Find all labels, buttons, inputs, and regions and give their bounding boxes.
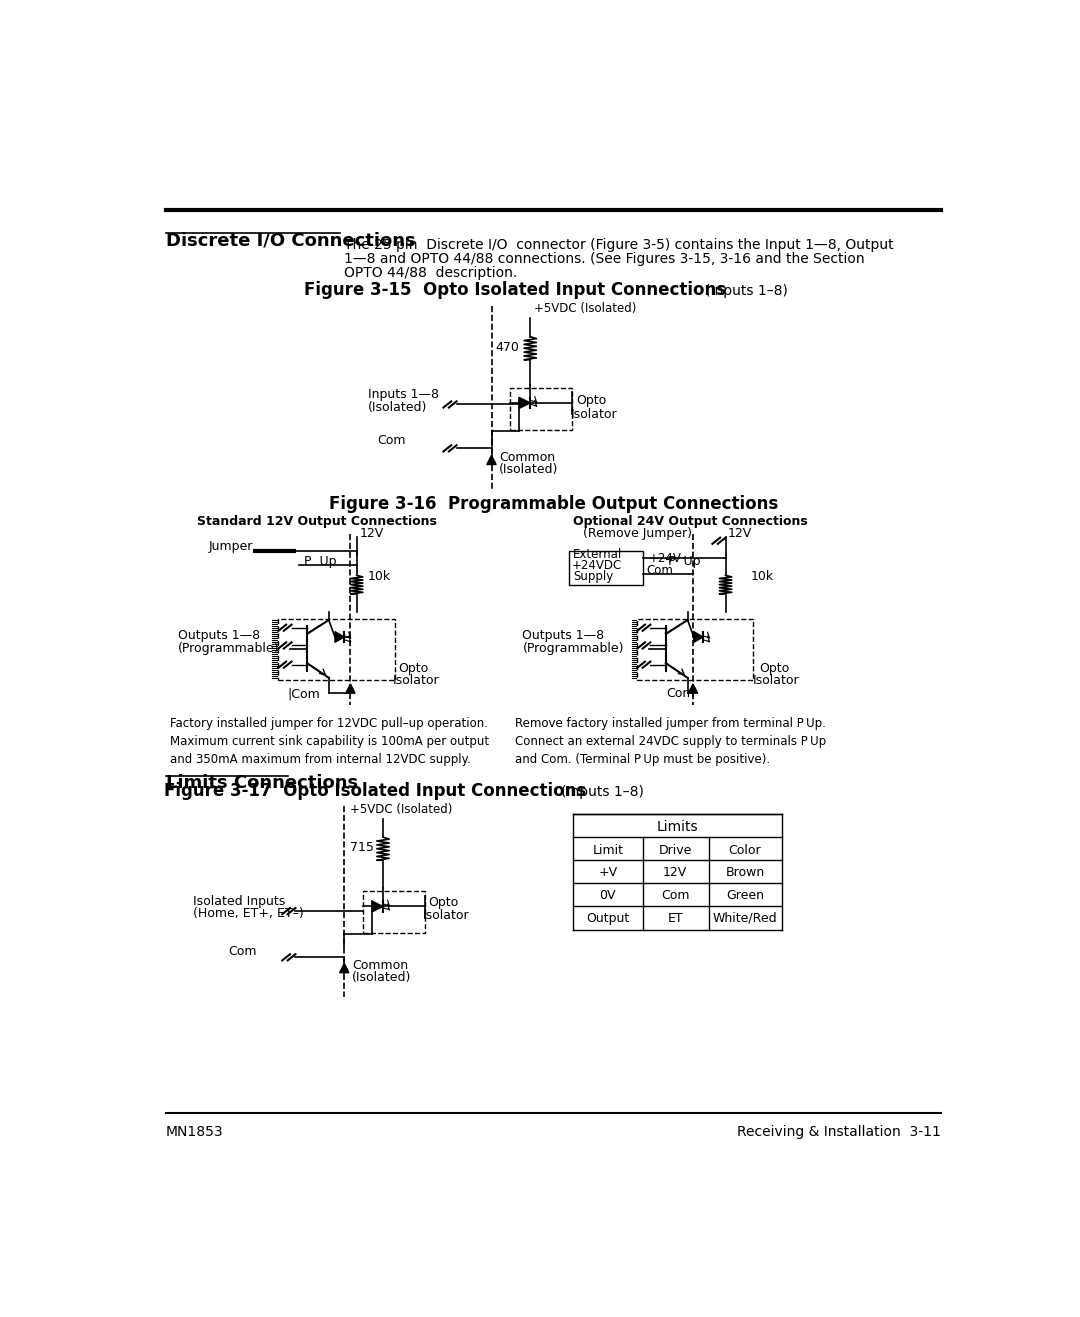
Text: (Home, ET+, ET–): (Home, ET+, ET–) [193,907,303,921]
Text: Figure 3-15  Opto Isolated Input Connections: Figure 3-15 Opto Isolated Input Connecti… [303,281,726,299]
Text: 715: 715 [350,842,375,853]
Polygon shape [519,398,530,408]
Text: 12V: 12V [663,865,687,878]
Text: Figure 3-16  Programmable Output Connections: Figure 3-16 Programmable Output Connecti… [329,495,778,514]
Text: 1—8 and OPTO 44/88 connections. (See Figures 3-15, 3-16 and the Section: 1—8 and OPTO 44/88 connections. (See Fig… [345,252,865,266]
Text: Optional 24V Output Connections: Optional 24V Output Connections [572,515,808,528]
Polygon shape [487,456,496,465]
Text: |Com: |Com [287,687,320,701]
Text: OPTO 44/88  description.: OPTO 44/88 description. [345,266,517,279]
Text: Factory installed jumper for 12VDC pull–up operation.
Maximum current sink capab: Factory installed jumper for 12VDC pull–… [170,716,489,766]
Text: 10k: 10k [367,570,391,583]
Text: (Isolated): (Isolated) [352,971,411,984]
Text: MN1853: MN1853 [166,1125,224,1139]
Text: Supply: Supply [572,570,613,583]
Text: ET: ET [667,911,683,925]
Text: Brown: Brown [726,865,765,878]
Text: Isolator: Isolator [392,674,438,687]
Text: Standard 12V Output Connections: Standard 12V Output Connections [197,515,437,528]
Text: (Programmable): (Programmable) [523,641,624,655]
Polygon shape [688,684,698,693]
Polygon shape [373,901,383,911]
Text: (Inputs 1–8): (Inputs 1–8) [704,284,787,298]
Text: Com: Com [377,435,405,448]
Text: +24V: +24V [649,552,681,565]
Text: Com: Com [666,687,694,701]
Text: The 25 pin  Discrete I/O  connector (Figure 3-5) contains the Input 1—8, Output: The 25 pin Discrete I/O connector (Figur… [345,238,894,252]
Text: Opto: Opto [576,394,606,407]
Text: Limit: Limit [592,844,623,857]
Text: Figure 3-17  Opto Isolated Input Connections: Figure 3-17 Opto Isolated Input Connecti… [164,781,586,799]
Text: (Isolated): (Isolated) [367,400,427,414]
Text: P  Up: P Up [669,554,701,568]
Text: Isolator: Isolator [422,909,469,922]
Text: Output: Output [586,911,630,925]
Text: 0V: 0V [599,889,616,902]
Text: (Inputs 1–8): (Inputs 1–8) [562,785,644,798]
Text: Common: Common [352,959,408,972]
Text: P  Up: P Up [303,554,337,568]
Text: Jumper: Jumper [208,540,253,553]
Text: 10k: 10k [751,570,774,583]
Text: External: External [572,548,622,561]
Text: Opto: Opto [428,897,458,910]
Text: +5VDC (Isolated): +5VDC (Isolated) [350,802,453,815]
Text: Discrete I/O Connections: Discrete I/O Connections [166,232,416,249]
Text: Com: Com [228,946,257,957]
Bar [510,387,572,429]
Text: Outputs 1—8: Outputs 1—8 [177,630,260,643]
Text: Color: Color [729,844,761,857]
Text: (Remove Jumper): (Remove Jumper) [583,527,692,540]
Text: Inputs 1—8: Inputs 1—8 [367,389,438,402]
Text: Outputs 1—8: Outputs 1—8 [523,630,605,643]
Bar [637,619,754,680]
Text: Isolator: Isolator [570,407,617,420]
Bar [569,551,643,585]
Text: 470: 470 [496,341,519,353]
Text: Limits Connections: Limits Connections [166,774,359,792]
Text: (Isolated): (Isolated) [499,464,558,475]
Text: (Programmable): (Programmable) [177,641,279,655]
Text: 12V: 12V [728,527,752,540]
Text: Isolator: Isolator [753,674,799,687]
Text: Opto: Opto [759,662,789,676]
Polygon shape [335,632,345,643]
Bar [279,619,394,680]
Text: Com: Com [647,564,673,577]
Polygon shape [693,632,703,643]
Text: +5VDC (Isolated): +5VDC (Isolated) [535,302,636,315]
Polygon shape [346,684,355,693]
Text: Com: Com [661,889,689,902]
Polygon shape [339,964,349,973]
Text: Opto: Opto [399,662,429,676]
Bar [363,892,424,934]
Text: White/Red: White/Red [713,911,778,925]
Text: 12V: 12V [360,527,384,540]
Text: Isolated Inputs: Isolated Inputs [193,896,285,907]
Text: Common: Common [499,450,555,464]
Text: Drive: Drive [659,844,692,857]
Text: Green: Green [726,889,764,902]
Text: +24VDC: +24VDC [571,560,622,572]
Text: +V: +V [598,865,618,878]
Text: Limits: Limits [657,820,699,834]
Text: Receiving & Installation  3-11: Receiving & Installation 3-11 [738,1125,941,1139]
Text: Remove factory installed jumper from terminal P Up.
Connect an external 24VDC su: Remove factory installed jumper from ter… [515,716,826,766]
